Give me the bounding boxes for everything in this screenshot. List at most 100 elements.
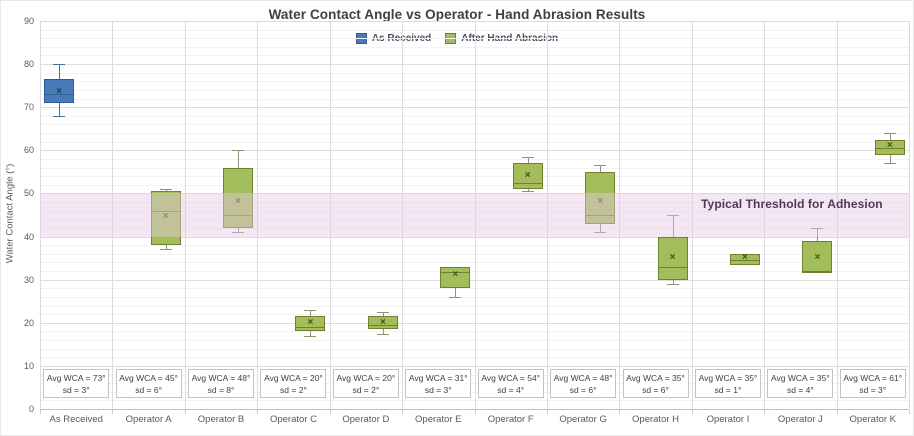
stat-box: Avg WCA = 61° sd = 3°: [839, 369, 906, 398]
category-label: Operator E: [415, 414, 462, 425]
minor-gridline: [40, 115, 909, 117]
median-line: [295, 327, 326, 329]
stat-box: Avg WCA = 20° sd = 2°: [260, 369, 327, 398]
whisker-upper-cap: [594, 165, 607, 167]
minor-gridline: [40, 55, 909, 57]
whisker-lower: [527, 189, 529, 192]
minor-gridline: [40, 29, 909, 31]
category-label: Operator K: [849, 414, 897, 425]
minor-gridline: [40, 296, 909, 298]
whisker-lower-cap: [159, 249, 172, 251]
median-line: [585, 215, 616, 216]
stat-avg-wca: Avg WCA = 54°: [481, 373, 541, 383]
mean-marker-icon: ×: [235, 196, 241, 208]
x-axis-tick: [909, 410, 910, 414]
stat-sd: sd = 2°: [352, 385, 380, 396]
minor-gridline: [40, 262, 909, 264]
whisker-upper: [382, 312, 384, 317]
stat-sd: sd = 3°: [62, 385, 90, 396]
stat-sd: sd = 3°: [424, 385, 452, 396]
major-gridline: [40, 107, 909, 109]
whisker-lower-cap: [53, 115, 66, 117]
stat-avg-wca: Avg WCA = 45°: [119, 373, 178, 383]
y-tick-label: 30: [23, 274, 34, 285]
box-plot-box: [585, 171, 616, 224]
category-label: Operator G: [559, 414, 607, 425]
minor-gridline: [40, 184, 909, 186]
major-gridline: [40, 365, 909, 367]
stat-avg-wca: Avg WCA = 31°: [408, 373, 468, 383]
minor-gridline: [40, 81, 909, 83]
whisker-upper: [817, 227, 819, 241]
whisker-lower: [455, 288, 457, 297]
minor-gridline: [40, 331, 909, 333]
x-axis-tick: [691, 410, 693, 414]
whisker-lower: [165, 245, 167, 250]
minor-gridline: [40, 46, 909, 48]
median-line: [150, 210, 181, 212]
stat-avg-wca: Avg WCA = 73°: [46, 373, 106, 383]
x-axis-tick: [764, 410, 766, 414]
category-label: Operator F: [487, 414, 534, 425]
minor-gridline: [40, 89, 909, 91]
stat-avg-wca: Avg WCA = 20°: [336, 373, 396, 383]
x-axis-tick: [184, 410, 186, 414]
box-plot-box: [874, 139, 905, 155]
x-axis-tick: [40, 410, 41, 414]
minor-gridline: [40, 288, 909, 290]
whisker-lower-cap: [883, 163, 896, 165]
stat-box: Avg WCA = 35° sd = 4°: [767, 369, 834, 398]
whisker-lower: [600, 223, 602, 233]
box-plot-box: [512, 163, 543, 190]
minor-gridline: [40, 141, 909, 143]
y-tick-label: 40: [23, 231, 34, 242]
whisker-lower-cap: [304, 335, 317, 337]
stat-sd: sd = 3°: [859, 385, 887, 396]
whisker-upper-cap: [53, 64, 66, 66]
y-tick-label: 20: [23, 317, 34, 328]
legend-item-after-hand-abrasion: After Hand Abrasion: [445, 33, 558, 44]
whisker-lower: [310, 331, 312, 336]
mean-marker-icon: ×: [56, 86, 63, 98]
median-line: [367, 324, 398, 326]
median-line: [440, 271, 471, 273]
box-plot-box: [223, 167, 254, 228]
legend: As Received After Hand Abrasion: [1, 33, 913, 44]
x-axis-tick: [402, 410, 404, 414]
whisker-upper-cap: [666, 215, 679, 216]
minor-gridline: [40, 253, 909, 255]
stat-sd: sd = 6°: [135, 385, 163, 396]
minor-gridline: [40, 348, 909, 350]
x-axis-tick: [329, 410, 331, 414]
stat-box: Avg WCA = 48° sd = 8°: [188, 369, 255, 398]
minor-gridline: [40, 158, 909, 160]
major-gridline: [40, 64, 909, 66]
box-plot-box: [729, 253, 760, 265]
minor-gridline: [40, 340, 909, 342]
x-axis-tick: [546, 410, 548, 414]
stat-box: Avg WCA = 48° sd = 6°: [550, 369, 617, 398]
vertical-gridline: [909, 21, 910, 409]
median-line: [729, 260, 760, 262]
stat-box: Avg WCA = 73° sd = 3°: [43, 369, 110, 398]
whisker-upper-cap: [232, 150, 245, 152]
whisker-upper: [889, 133, 891, 140]
category-label: Operator A: [125, 414, 172, 425]
mean-marker-icon: ×: [814, 252, 821, 264]
whisker-upper: [165, 189, 167, 192]
whisker-lower-cap: [449, 296, 462, 298]
whisker-lower-cap: [232, 232, 245, 234]
category-label: Operator J: [777, 414, 823, 425]
whisker-lower: [889, 154, 891, 164]
y-tick-label: 90: [23, 16, 34, 26]
stat-avg-wca: Avg WCA = 20°: [264, 373, 323, 383]
whisker-upper: [600, 165, 602, 172]
y-tick-label: 50: [23, 188, 34, 199]
category-label: Operator B: [197, 414, 245, 425]
y-tick-label: 70: [23, 102, 34, 113]
y-tick-label: 60: [23, 145, 34, 156]
y-tick-label: 0: [28, 404, 34, 414]
box-plot-box: [150, 191, 181, 246]
minor-gridline: [40, 167, 909, 169]
